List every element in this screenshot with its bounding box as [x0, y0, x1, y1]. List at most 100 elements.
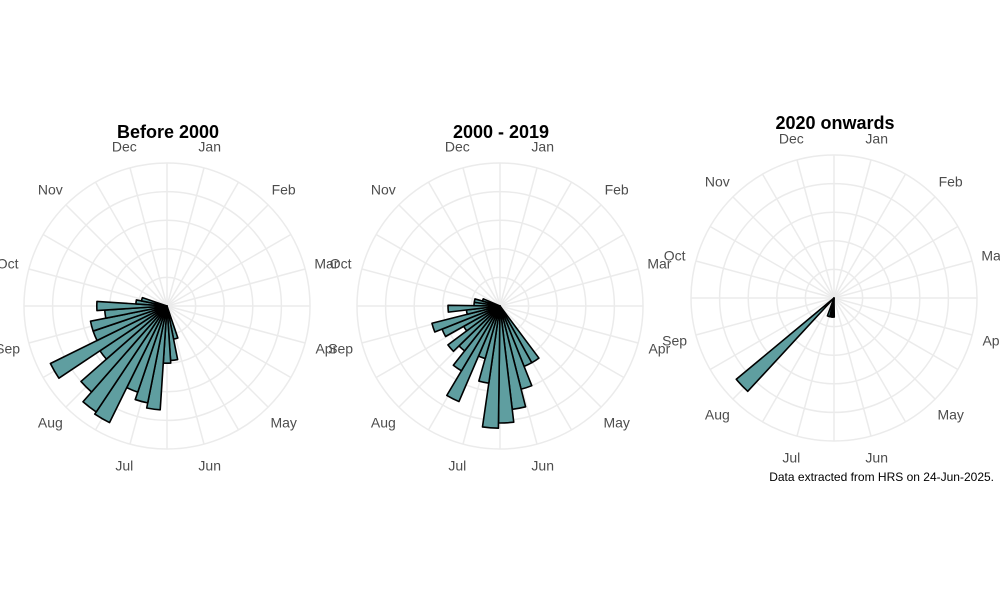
month-label-aug: Aug — [705, 407, 730, 423]
month-label-jan: Jan — [531, 139, 554, 155]
month-label-feb: Feb — [272, 181, 296, 197]
month-label-feb: Feb — [605, 181, 629, 197]
grid-spoke — [833, 196, 936, 299]
month-label-feb: Feb — [939, 173, 963, 189]
polar-bar — [447, 305, 501, 353]
grid-spoke — [761, 173, 835, 299]
month-label-sep: Sep — [328, 341, 353, 357]
polar-bar — [49, 305, 168, 380]
grid-spoke — [796, 159, 835, 299]
polar-bar — [481, 298, 501, 307]
grid-spoke — [166, 181, 240, 307]
month-label-jun: Jun — [865, 449, 888, 465]
grid-spoke — [695, 260, 835, 299]
grid-spoke — [796, 297, 835, 437]
grid-spoke — [65, 204, 168, 307]
month-label-may: May — [937, 407, 963, 423]
grid-spoke — [709, 225, 835, 299]
month-label-dec: Dec — [445, 139, 470, 155]
grid-spoke — [833, 159, 872, 299]
polar-bar — [89, 305, 168, 332]
grid-spoke — [833, 297, 973, 336]
grid-spoke — [462, 167, 501, 307]
grid-spoke — [375, 233, 501, 307]
month-label-sep: Sep — [0, 341, 20, 357]
month-label-aug: Aug — [38, 415, 63, 431]
grid-spoke — [166, 305, 240, 431]
grid-spoke — [709, 297, 835, 371]
grid-spoke — [833, 297, 959, 371]
month-label-mar: Mar — [981, 247, 1000, 263]
grid-spoke — [166, 305, 292, 379]
polar-bar — [140, 296, 168, 307]
grid-spoke — [398, 204, 501, 307]
month-label-nov: Nov — [38, 181, 63, 197]
grid-spoke — [833, 260, 973, 299]
polar-bar — [80, 305, 168, 393]
grid-spoke — [499, 204, 602, 307]
grid-spoke — [499, 167, 538, 307]
grid-spoke — [499, 305, 639, 344]
grid-spoke — [166, 204, 269, 307]
polar-bar — [93, 305, 168, 424]
month-label-oct: Oct — [0, 255, 19, 271]
grid-spoke — [427, 181, 501, 307]
month-label-dec: Dec — [112, 139, 137, 155]
polar-bar — [735, 297, 835, 393]
grid-spoke — [166, 305, 269, 408]
grid-spoke — [833, 225, 959, 299]
month-label-jan: Jan — [198, 139, 221, 155]
data-source-caption: Data extracted from HRS on 24-Jun-2025. — [769, 470, 994, 484]
month-label-apr: Apr — [315, 341, 337, 357]
polar-bar — [95, 300, 168, 312]
grid-spoke — [166, 305, 306, 344]
grid-spoke — [166, 167, 205, 307]
grid-spoke — [499, 181, 573, 307]
month-label-mar: Mar — [314, 255, 338, 271]
panel-title: 2000 - 2019 — [453, 122, 549, 142]
polar-bar — [826, 297, 835, 318]
month-label-jul: Jul — [115, 457, 133, 473]
month-label-apr: Apr — [648, 341, 670, 357]
month-label-nov: Nov — [371, 181, 396, 197]
grid-spoke — [129, 167, 168, 307]
grid-spoke — [499, 305, 625, 379]
month-label-jun: Jun — [198, 457, 221, 473]
grid-spoke — [695, 297, 835, 336]
month-label-oct: Oct — [664, 247, 686, 263]
month-label-apr: Apr — [982, 333, 1000, 349]
month-label-sep: Sep — [662, 333, 687, 349]
polar-bar — [452, 305, 501, 372]
grid-spoke — [499, 268, 639, 307]
grid-spoke — [499, 305, 602, 408]
polar-bar — [82, 305, 168, 413]
grid-spoke — [166, 233, 292, 307]
month-label-may: May — [603, 415, 629, 431]
month-label-jul: Jul — [782, 449, 800, 465]
polar-bar — [431, 305, 501, 333]
month-label-oct: Oct — [330, 255, 352, 271]
month-label-jul: Jul — [448, 457, 466, 473]
month-label-aug: Aug — [371, 415, 396, 431]
month-label-mar: Mar — [647, 255, 671, 271]
panel-title: 2020 onwards — [775, 113, 894, 133]
month-label-nov: Nov — [705, 173, 730, 189]
grid-spoke — [166, 268, 306, 307]
grid-spoke — [833, 297, 936, 400]
month-label-jun: Jun — [531, 457, 554, 473]
grid-spoke — [42, 233, 168, 307]
grid-spoke — [732, 196, 835, 299]
panel-title: Before 2000 — [117, 122, 219, 142]
grid-spoke — [833, 173, 907, 299]
grid-spoke — [94, 181, 168, 307]
month-label-jan: Jan — [865, 131, 888, 147]
grid-spoke — [833, 297, 907, 423]
month-label-dec: Dec — [779, 131, 804, 147]
month-label-may: May — [270, 415, 296, 431]
grid-spoke — [499, 233, 625, 307]
grid-spoke — [833, 297, 872, 437]
